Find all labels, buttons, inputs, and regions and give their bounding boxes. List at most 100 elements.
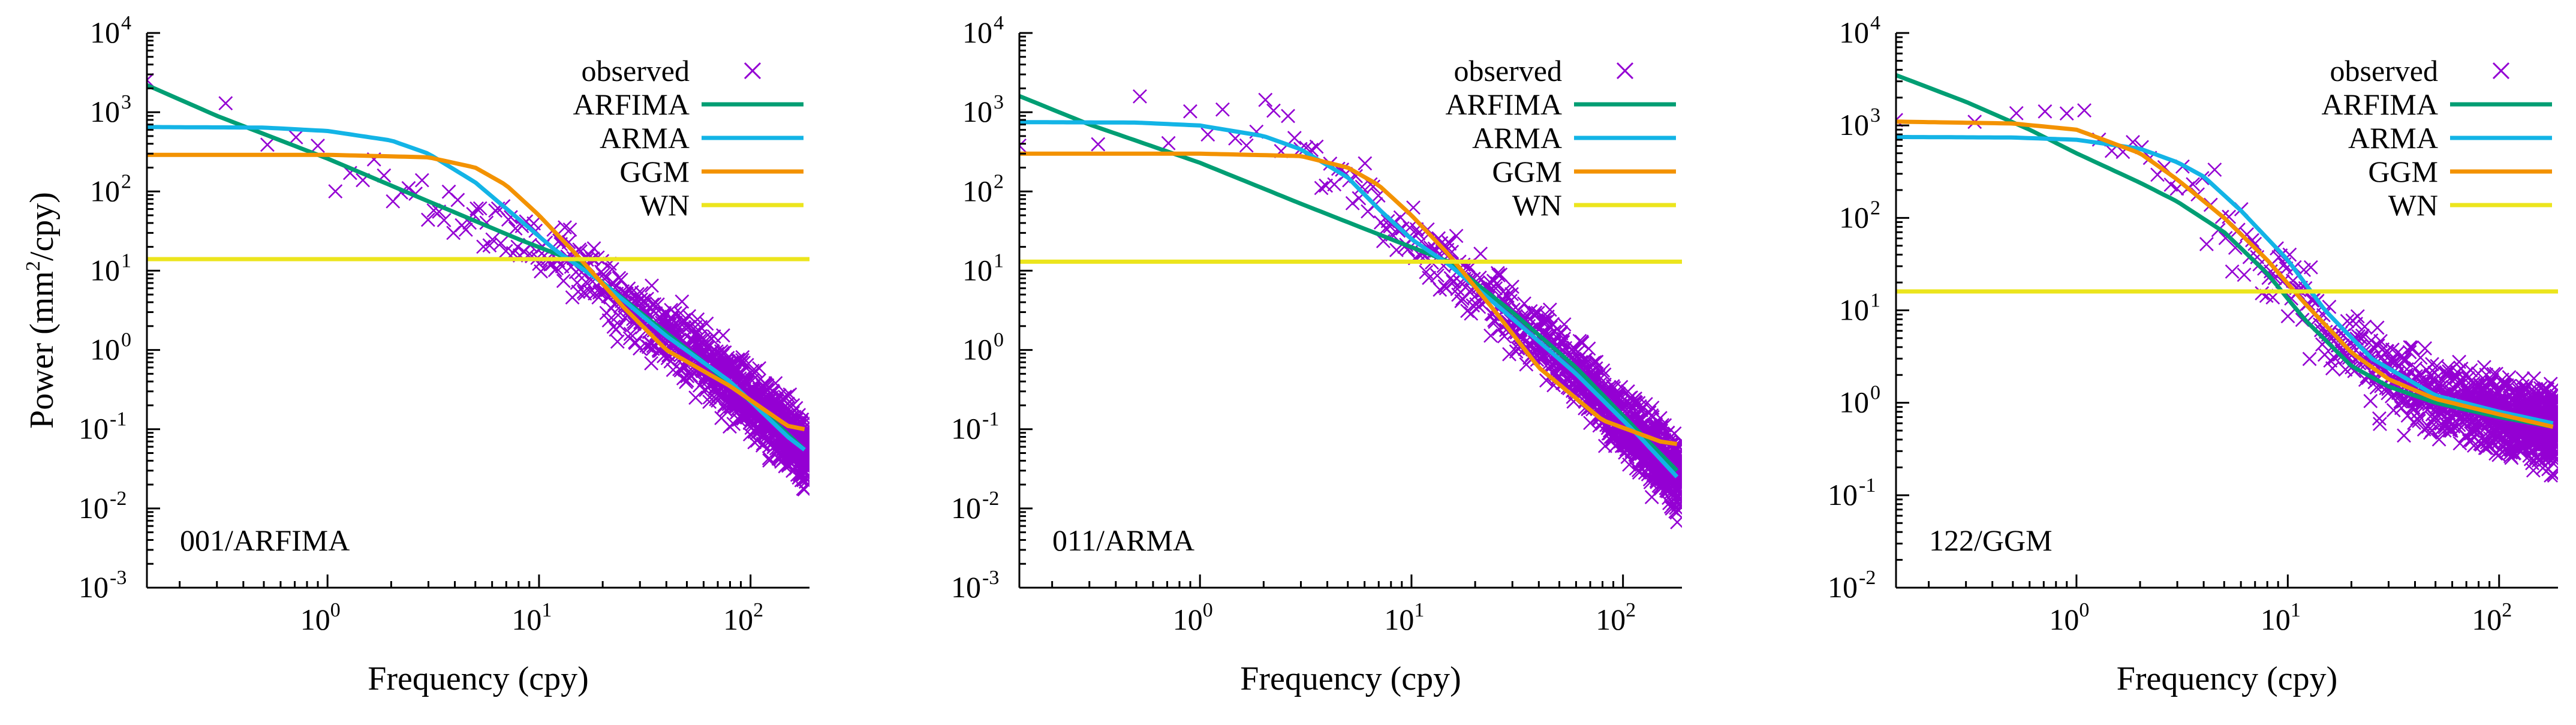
x-tick-exp: 1 [1414, 599, 1424, 621]
x-axis-title: Frequency (cpy) [2117, 660, 2338, 697]
y-tick-exp: -1 [110, 408, 127, 431]
y-tick-exp: 2 [121, 170, 131, 192]
y-tick-label: 10 [962, 333, 992, 366]
y-tick-base: 10 [1839, 200, 1869, 234]
x-tick-label: 100 [1173, 599, 1213, 636]
y-tick-base: 10 [90, 174, 120, 207]
x-tick-base: 10 [300, 603, 330, 636]
y-tick-base: 10 [1828, 570, 1858, 604]
x-tick-exp: 0 [2079, 599, 2089, 621]
x-tick-base: 10 [511, 603, 541, 636]
legend-label-wn: WN [1512, 188, 1562, 222]
x-tick-exp: 0 [1203, 599, 1213, 621]
legend-sample-observed [2492, 62, 2510, 80]
legend-label-arfima: ARFIMA [573, 88, 690, 121]
x-tick-label: 100 [300, 599, 341, 636]
legend-label-wn: WN [640, 188, 690, 222]
y-tick-label: 10 [79, 570, 109, 604]
x-tick-base: 10 [2049, 603, 2079, 636]
y-tick-exp: -1 [1859, 474, 1876, 497]
x-tick-exp: 2 [2502, 599, 2512, 621]
x-tick-label: 101 [1384, 599, 1424, 636]
y-tick-label: 10 [1839, 386, 1869, 419]
x-tick-label: 102 [2472, 599, 2512, 636]
legend-label-ggm: GGM [2368, 155, 2438, 188]
legend-label-arma: ARMA [600, 121, 690, 155]
y-tick-base: 10 [962, 16, 992, 49]
y-tick-exp: -2 [1859, 567, 1876, 589]
x-tick-exp: 1 [541, 599, 552, 621]
y-tick-exp: 0 [121, 329, 131, 351]
y-tick-label: 10 [951, 491, 981, 525]
x-tick-exp: 2 [1626, 599, 1636, 621]
x-tick-exp: 1 [2291, 599, 2301, 621]
y-tick-base: 10 [90, 253, 120, 287]
y-tick-label: 10 [79, 412, 109, 446]
legend-label-observed: observed [2330, 54, 2439, 88]
x-tick-base: 10 [2261, 603, 2291, 636]
y-tick-label: 10 [951, 570, 981, 604]
y-tick-label: 10 [962, 253, 992, 287]
panel-annotation: 011/ARMA [1052, 524, 1194, 557]
x-tick-base: 10 [2472, 603, 2502, 636]
y-tick-label: 10 [962, 16, 992, 49]
x-tick-label: 102 [1596, 599, 1636, 636]
legend-label-observed: observed [582, 54, 690, 88]
legend-label-observed: observed [1454, 54, 1563, 88]
y-tick-base: 10 [1839, 16, 1869, 49]
y-tick-label: 10 [1839, 200, 1869, 234]
y-tick-label: 10 [1828, 570, 1858, 604]
y-tick-label: 10 [1839, 16, 1869, 49]
y-tick-exp: 3 [1870, 104, 1880, 127]
legend-label-arfima: ARFIMA [2322, 88, 2438, 121]
y-tick-base: 10 [962, 253, 992, 287]
y-tick-exp: 1 [994, 249, 1004, 272]
x-tick-base: 10 [1173, 603, 1203, 636]
y-tick-base: 10 [79, 570, 109, 604]
y-tick-base: 10 [90, 16, 120, 49]
y-tick-label: 10 [90, 174, 120, 207]
y-tick-base: 10 [962, 333, 992, 366]
x-tick-label: 101 [2261, 599, 2301, 636]
panel-annotation: 001/ARFIMA [180, 524, 350, 557]
legend-label-wn: WN [2388, 188, 2438, 222]
legend-sample-observed [1616, 62, 1634, 80]
y-tick-base: 10 [90, 95, 120, 128]
series-line-arfima [1896, 73, 2554, 429]
y-tick-base: 10 [962, 95, 992, 128]
legend-sample-observed [744, 62, 762, 80]
y-tick-exp: 0 [1870, 382, 1880, 404]
series-line-arfima [1019, 94, 1679, 473]
y-tick-base: 10 [951, 570, 981, 604]
x-tick-label: 100 [2049, 599, 2089, 636]
y-tick-label: 10 [1828, 478, 1858, 512]
y-tick-exp: -1 [982, 408, 999, 431]
y-tick-base: 10 [951, 491, 981, 525]
y-tick-base: 10 [951, 412, 981, 446]
y-tick-base: 10 [1828, 478, 1858, 512]
y-axis-title-post: /cpy) [23, 192, 61, 261]
legend-label-ggm: GGM [619, 155, 690, 188]
series-line-arma [1019, 120, 1679, 479]
panel-annotation: 122/GGM [1929, 524, 2053, 557]
x-tick-exp: 0 [330, 599, 341, 621]
y-tick-label: 10 [90, 95, 120, 128]
y-tick-exp: 3 [994, 91, 1004, 113]
y-tick-label: 10 [79, 491, 109, 525]
y-tick-base: 10 [79, 491, 109, 525]
y-tick-label: 10 [962, 174, 992, 207]
legend-label-ggm: GGM [1492, 155, 1562, 188]
y-tick-exp: -2 [110, 488, 127, 510]
y-axis-title: Power (mm2/cpy) [22, 192, 61, 429]
y-tick-base: 10 [1839, 386, 1869, 419]
y-tick-exp: 4 [994, 12, 1004, 34]
series-line-ggm [1019, 151, 1678, 446]
y-tick-exp: 4 [1870, 12, 1880, 34]
y-tick-label: 10 [90, 16, 120, 49]
